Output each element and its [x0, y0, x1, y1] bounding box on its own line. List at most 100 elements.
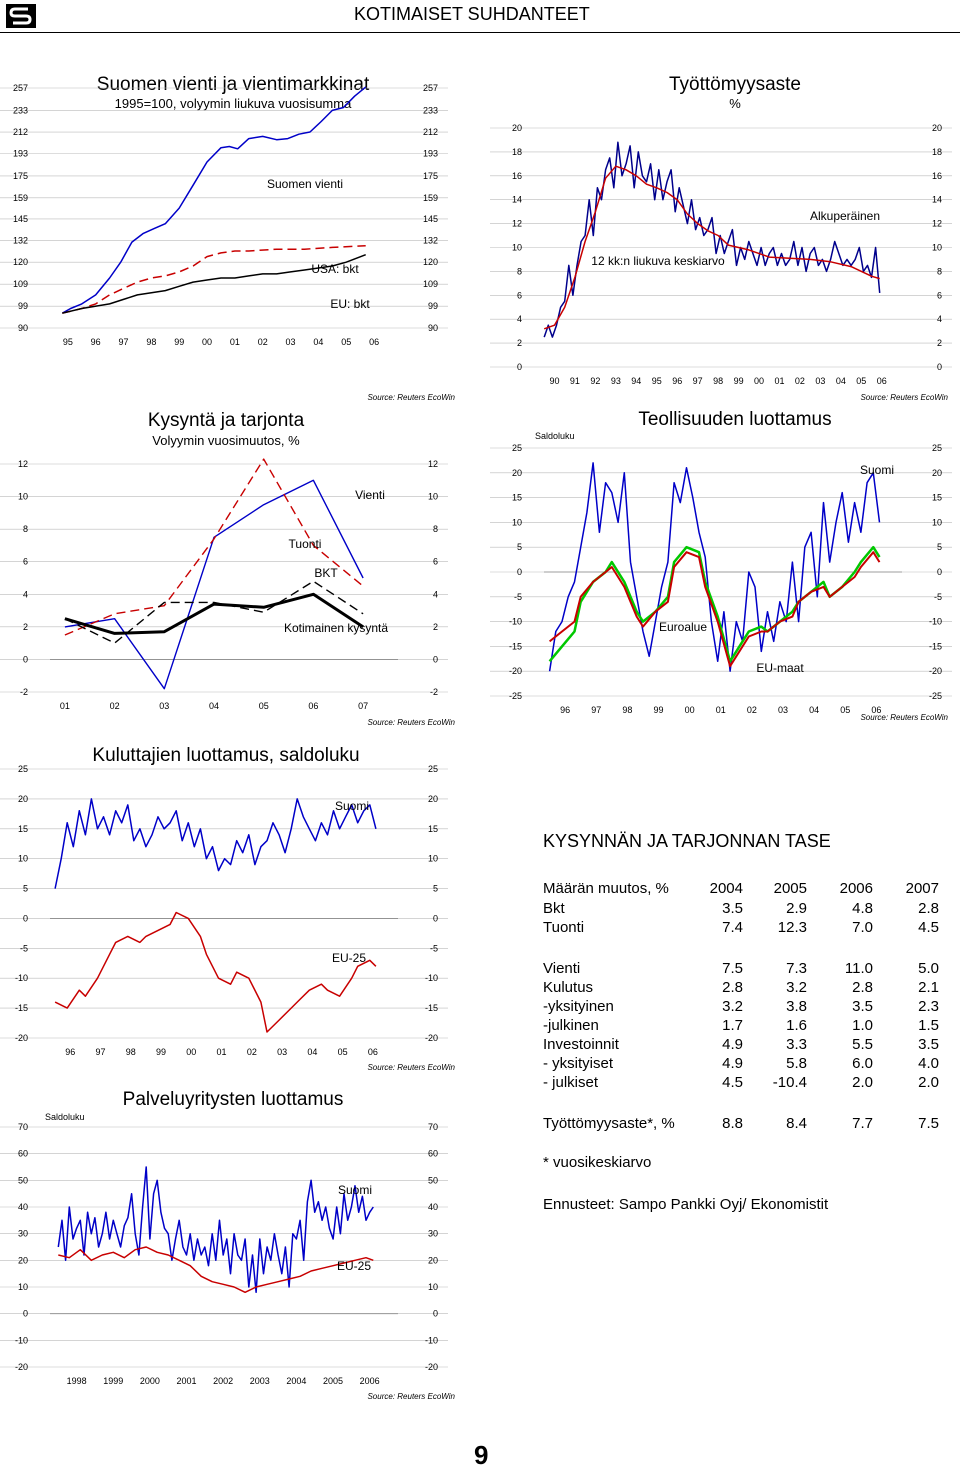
table-row: Bkt 3.5 2.9 4.8 2.8: [543, 900, 943, 919]
y-tick-label-left: 4: [517, 314, 522, 324]
y-tick-label-left: 12: [18, 459, 28, 469]
x-tick-label: 00: [186, 1047, 196, 1057]
table-header-year: 2005: [773, 880, 807, 897]
table-row: Investoinnit 4.9 3.3 5.5 3.5: [543, 1036, 943, 1055]
x-tick-label: 03: [778, 705, 788, 715]
y-tick-label-right: 6: [433, 557, 438, 567]
x-tick-label: 2000: [140, 1376, 160, 1386]
x-tick-label: 97: [591, 705, 601, 715]
table-row-label: Tuonti: [543, 919, 585, 936]
x-tick-label: 04: [209, 701, 219, 711]
y-tick-label-left: -20: [15, 1362, 28, 1372]
x-tick-label: 2004: [286, 1376, 306, 1386]
y-tick-label-right: 40: [428, 1202, 438, 1212]
y-tick-label-left: 0: [23, 1309, 28, 1319]
table-cell: 5.5: [852, 1036, 873, 1053]
chart-title: Suomen vienti ja vientimarkkinat: [97, 74, 370, 95]
y-tick-label-left: 8: [517, 266, 522, 276]
table-title: KYSYNNÄN JA TARJONNAN TASE: [543, 831, 831, 851]
table-row: Tuonti 7.4 12.3 7.0 4.5: [543, 919, 943, 938]
x-tick-label: 05: [341, 337, 351, 347]
x-tick-label: 2003: [250, 1376, 270, 1386]
table-row: - julkiset 4.5 -10.4 2.0 2.0: [543, 1074, 943, 1093]
x-tick-label: 05: [338, 1047, 348, 1057]
x-tick-label: 06: [877, 376, 887, 386]
series-line-1: [57, 1166, 374, 1294]
y-tick-label-left: 12: [512, 219, 522, 229]
x-tick-label: 2005: [323, 1376, 343, 1386]
x-tick-label: 01: [60, 701, 70, 711]
x-tick-label: 00: [685, 705, 695, 715]
source-note: Source: Reuters EcoWin: [860, 713, 948, 722]
table-row: Vienti 7.5 7.3 11.0 5.0: [543, 960, 943, 979]
y-tick-label-left: 193: [13, 149, 28, 159]
y-tick-label-left: 25: [512, 443, 522, 453]
table-cell: 2.1: [918, 979, 939, 996]
y-tick-label-right: 2: [433, 622, 438, 632]
y-tick-label-left: 90: [18, 323, 28, 333]
table-header-year: 2004: [709, 880, 743, 897]
y-tick-label-right: 0: [433, 1309, 438, 1319]
table-cell: 5.8: [786, 1055, 807, 1072]
table-cell: 3.5: [918, 1036, 939, 1053]
y-tick-label-left: 0: [23, 913, 28, 923]
page-title: KOTIMAISET SUHDANTEET: [354, 4, 590, 24]
y-tick-label-left: -10: [509, 617, 522, 627]
y-tick-label-right: 20: [428, 794, 438, 804]
table-cell: 1.5: [918, 1017, 939, 1034]
y-tick-label-right: 15: [932, 493, 942, 503]
series-line-3: [548, 551, 881, 668]
y-tick-label-left: 15: [18, 824, 28, 834]
y-tick-label-right: 257: [423, 83, 438, 93]
x-tick-label: 93: [611, 376, 621, 386]
table-row: Kulutus 2.8 3.2 2.8 2.1: [543, 979, 943, 998]
y-tick-label-right: -10: [425, 1335, 438, 1345]
x-tick-label: 92: [590, 376, 600, 386]
series-line-1: [548, 462, 881, 672]
series-line-3: [64, 580, 364, 644]
x-tick-label: 02: [795, 376, 805, 386]
table-cell: 7.7: [852, 1115, 873, 1132]
y-tick-label-right: 4: [433, 589, 438, 599]
table-row-label: Investoinnit: [543, 1036, 619, 1053]
chart-title: Teollisuuden luottamus: [638, 409, 831, 430]
y-tick-label-right: 175: [423, 171, 438, 181]
table-row-label: Kulutus: [543, 979, 594, 996]
y-tick-label-left: 233: [13, 105, 28, 115]
header-divider: [0, 32, 960, 33]
x-tick-label: 02: [247, 1047, 257, 1057]
y-tick-label-right: 0: [937, 567, 942, 577]
y-tick-label-left: 15: [512, 493, 522, 503]
x-tick-label: 91: [570, 376, 580, 386]
y-tick-label-left: -10: [15, 973, 28, 983]
series-label: Suomi: [338, 1183, 372, 1197]
series-label: EU: bkt: [330, 297, 370, 311]
y-tick-label-left: 2: [23, 622, 28, 632]
y-tick-label-right: 70: [428, 1122, 438, 1132]
y-tick-label-left: 132: [13, 235, 28, 245]
y-tick-label-left: 0: [517, 362, 522, 372]
y-tick-label-right: 18: [932, 147, 942, 157]
x-tick-label: 98: [713, 376, 723, 386]
page-number: 9: [474, 1440, 489, 1470]
x-tick-label: 04: [313, 337, 323, 347]
series-label: Suomi: [860, 463, 894, 477]
table-row: -yksityinen 3.2 3.8 3.5 2.3: [543, 998, 943, 1017]
y-tick-label-left: 99: [18, 301, 28, 311]
y-tick-label-right: 0: [433, 654, 438, 664]
x-tick-label: 97: [119, 337, 129, 347]
x-tick-label: 06: [871, 705, 881, 715]
page-header: KOTIMAISET SUHDANTEET: [0, 0, 960, 33]
y-tick-label-right: 25: [428, 764, 438, 774]
x-tick-label: 95: [63, 337, 73, 347]
y-tick-label-right: 2: [937, 338, 942, 348]
table-cell: 3.8: [786, 998, 807, 1015]
x-tick-label: 1998: [67, 1376, 87, 1386]
table-cell: 4.9: [722, 1036, 743, 1053]
forecast-credit: Ennusteet: Sampo Pankki Oyj/ Ekonomistit: [543, 1196, 829, 1213]
table-cell: 11.0: [844, 960, 873, 977]
series-line-3: [62, 253, 366, 314]
y-tick-label-left: 10: [18, 854, 28, 864]
series-line-4: [64, 592, 364, 635]
y-tick-label-right: 25: [932, 443, 942, 453]
